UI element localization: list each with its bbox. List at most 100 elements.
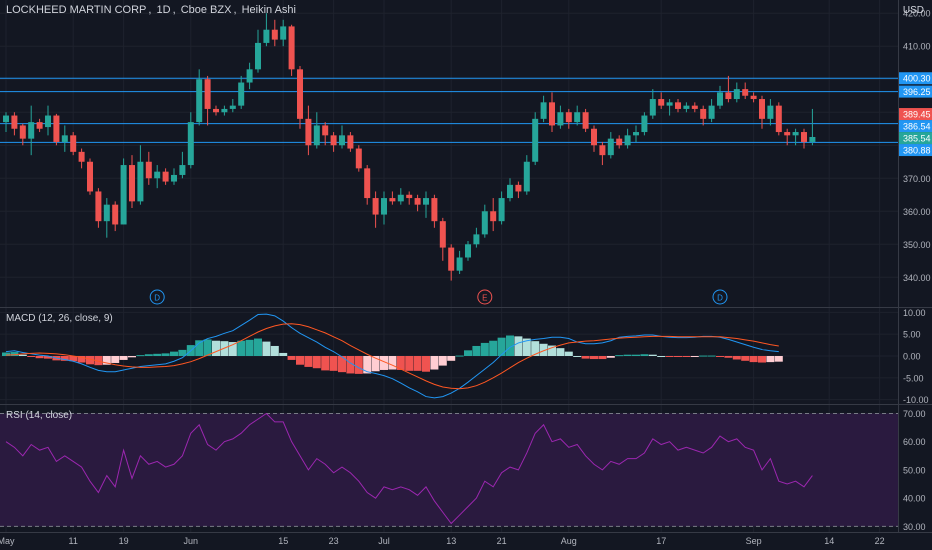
candle-body[interactable]	[708, 105, 715, 119]
candle-body[interactable]	[675, 102, 681, 109]
candle-body[interactable]	[456, 257, 463, 271]
candle-body[interactable]	[45, 115, 51, 128]
candle-body[interactable]	[120, 165, 127, 225]
candle-body[interactable]	[28, 122, 35, 139]
candle-body[interactable]	[633, 132, 639, 136]
candle-body[interactable]	[53, 115, 60, 142]
rsi-line[interactable]	[5, 412, 813, 525]
candle-body[interactable]	[330, 135, 337, 146]
interval-label[interactable]: 1D	[156, 4, 171, 16]
candle-body[interactable]	[339, 135, 345, 146]
candle-body[interactable]	[213, 108, 219, 113]
candle-body[interactable]	[162, 171, 169, 182]
candle-body[interactable]	[406, 194, 413, 199]
candle-body[interactable]	[372, 198, 379, 215]
candle-body[interactable]	[171, 174, 177, 182]
candle-body[interactable]	[347, 135, 354, 149]
candle-body[interactable]	[616, 138, 623, 146]
signal-line[interactable]	[5, 323, 779, 390]
candle-body[interactable]	[490, 211, 497, 222]
candle-body[interactable]	[582, 112, 589, 129]
candle-body[interactable]	[775, 105, 782, 133]
candle-body[interactable]	[297, 69, 303, 119]
candle-body[interactable]	[439, 221, 446, 248]
candle-body[interactable]	[683, 105, 690, 109]
event-marker[interactable]	[477, 289, 493, 305]
candle-body[interactable]	[263, 29, 270, 43]
candle-body[interactable]	[19, 125, 26, 139]
candle-body[interactable]	[498, 198, 505, 222]
candle-body[interactable]	[103, 204, 110, 222]
candle-body[interactable]	[809, 136, 816, 142]
price-label-box[interactable]	[899, 144, 932, 157]
candle-body[interactable]	[725, 92, 732, 100]
candle-body[interactable]	[154, 171, 161, 179]
macd-line[interactable]	[5, 313, 779, 399]
candle-body[interactable]	[305, 118, 312, 146]
price-label-box[interactable]	[899, 108, 932, 121]
candle-body[interactable]	[11, 115, 18, 129]
candle-body[interactable]	[364, 168, 371, 199]
candle-body[interactable]	[70, 135, 77, 152]
candle-body[interactable]	[238, 82, 245, 106]
candle-body[interactable]	[322, 125, 329, 136]
candle-body[interactable]	[507, 184, 513, 199]
rsi-label[interactable]: RSI (14, close)	[6, 410, 73, 421]
candle-body[interactable]	[255, 42, 261, 70]
candle-body[interactable]	[700, 108, 707, 119]
candle-body[interactable]	[280, 26, 287, 40]
candle-body[interactable]	[481, 211, 488, 235]
candle-body[interactable]	[288, 26, 295, 70]
candle-body[interactable]	[448, 247, 455, 271]
candle-body[interactable]	[801, 132, 807, 142]
candle-body[interactable]	[179, 165, 186, 175]
candle-body[interactable]	[145, 161, 152, 179]
candle-body[interactable]	[759, 99, 765, 119]
candle-body[interactable]	[515, 184, 522, 192]
candle-body[interactable]	[607, 138, 614, 156]
event-marker[interactable]	[712, 289, 728, 305]
candle-body[interactable]	[423, 198, 429, 205]
candle-body[interactable]	[414, 198, 421, 205]
candle-body[interactable]	[196, 79, 203, 123]
symbol-name[interactable]: LOCKHEED MARTIN CORP	[6, 4, 147, 16]
price-label-box[interactable]	[899, 85, 932, 98]
price-label-box[interactable]	[899, 120, 932, 133]
candle-body[interactable]	[473, 234, 480, 245]
macd-pane[interactable]	[2, 313, 783, 399]
candle-body[interactable]	[523, 161, 530, 192]
candle-body[interactable]	[78, 151, 85, 162]
price-label-box[interactable]	[899, 72, 932, 85]
candle-body[interactable]	[3, 115, 9, 123]
candle-body[interactable]	[355, 148, 362, 169]
candle-body[interactable]	[649, 99, 656, 116]
rsi-pane[interactable]	[0, 412, 898, 527]
candle-body[interactable]	[549, 102, 555, 126]
candle-body[interactable]	[666, 102, 673, 106]
candle-body[interactable]	[397, 194, 404, 202]
candle-body[interactable]	[271, 29, 278, 40]
candle-body[interactable]	[221, 108, 228, 113]
chart-style-label[interactable]: Heikin Ashi	[241, 4, 296, 16]
candle-body[interactable]	[431, 198, 438, 222]
macd-label[interactable]: MACD (12, 26, close, 9)	[6, 313, 113, 324]
candle-body[interactable]	[389, 198, 396, 202]
candle-body[interactable]	[229, 105, 236, 109]
candle-body[interactable]	[557, 112, 564, 126]
candle-body[interactable]	[87, 161, 93, 192]
candle-body[interactable]	[750, 95, 757, 100]
price-label-box[interactable]	[899, 132, 932, 145]
candle-body[interactable]	[599, 145, 606, 156]
candle-body[interactable]	[246, 69, 253, 83]
candle-body[interactable]	[540, 102, 547, 119]
candle-body[interactable]	[95, 191, 102, 222]
candle-body[interactable]	[137, 161, 144, 202]
candle-body[interactable]	[742, 89, 749, 96]
candle-body[interactable]	[658, 99, 665, 106]
candle-body[interactable]	[574, 112, 581, 123]
candle-body[interactable]	[187, 122, 194, 166]
candle-body[interactable]	[784, 132, 791, 136]
candle-body[interactable]	[565, 112, 572, 123]
